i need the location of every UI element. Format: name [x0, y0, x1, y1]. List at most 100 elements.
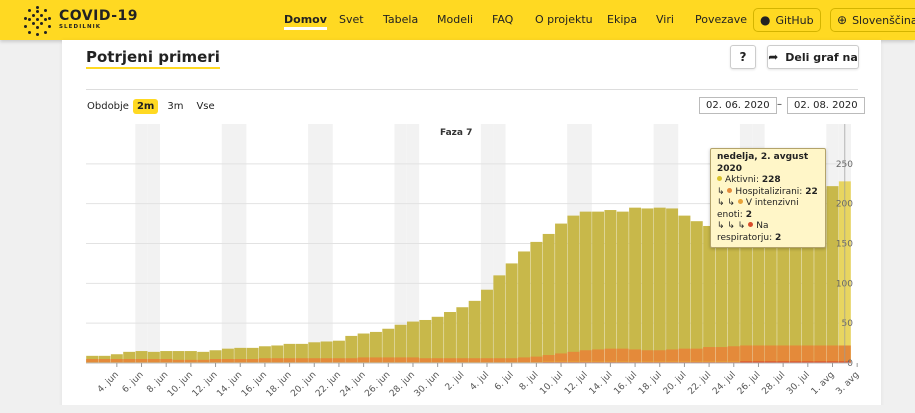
nav-item-o-projektu[interactable]: O projektu	[535, 13, 593, 26]
tooltip-row-respirator: ↳ ↳ ↳ Na respiratorju: 2	[717, 221, 782, 243]
bar-active	[629, 207, 642, 363]
bar-hospitalized	[295, 358, 308, 363]
tooltip-row-hospitalized: ↳ Hospitalizirani: 22	[717, 186, 818, 197]
bar-active	[382, 328, 395, 363]
date-from-input[interactable]: 02. 06. 2020	[699, 97, 777, 114]
bar-hospitalized	[382, 357, 395, 363]
period-option-2m[interactable]: 2m	[132, 99, 159, 114]
bar-respirator	[801, 361, 814, 363]
bar-active	[641, 208, 654, 363]
bar-active	[752, 213, 765, 363]
bar-hospitalized	[740, 345, 753, 363]
card-title: Potrjeni primeri	[86, 48, 220, 69]
share-button[interactable]: ➦ Deli graf na	[767, 45, 859, 69]
bar-hospitalized	[258, 358, 271, 363]
nav-item-povezave[interactable]: Povezave	[695, 13, 748, 26]
card-divider	[86, 89, 858, 90]
github-button[interactable]: ● GitHub	[753, 8, 821, 32]
series-dot-icon	[748, 222, 754, 227]
bar-respirator	[764, 361, 777, 363]
bar-active	[234, 347, 247, 363]
x-tick-label: 24. jul	[711, 370, 738, 397]
period-selector: Obdobje 2m 3m Vse	[87, 99, 224, 114]
bar-hospitalized	[814, 345, 827, 363]
nav-item-faq[interactable]: FAQ	[492, 13, 514, 26]
bar-hospitalized	[357, 357, 370, 363]
share-label: Deli graf na	[785, 50, 858, 64]
bar-hospitalized	[666, 349, 679, 363]
series-dot-icon	[737, 199, 743, 204]
bar-active	[727, 224, 740, 363]
bar-active	[530, 241, 543, 363]
github-icon: ●	[760, 13, 771, 27]
bar-hospitalized	[481, 358, 493, 363]
bar-active	[308, 342, 321, 363]
x-tick-label: 12. jun	[191, 370, 220, 399]
nav-item-domov[interactable]: Domov	[284, 13, 327, 30]
bar-active	[394, 324, 407, 363]
series-dot-icon	[727, 187, 733, 193]
nav-item-viri[interactable]: Viri	[656, 13, 674, 26]
bar-hospitalized	[579, 350, 592, 363]
bar-active	[431, 316, 444, 363]
bar-active	[690, 221, 703, 363]
bar-hospitalized	[801, 345, 814, 363]
bar-active	[160, 351, 173, 363]
bar-hospitalized	[369, 357, 382, 363]
bar-hospitalized	[530, 356, 543, 363]
x-tick-label: 20. jul	[662, 370, 689, 397]
language-select[interactable]: ⊕ Slovenščina	[830, 8, 915, 32]
bar-active	[666, 208, 679, 363]
date-to-input[interactable]: 02. 08. 2020	[787, 97, 865, 114]
bar-hospitalized	[752, 345, 765, 363]
period-option-3m[interactable]: 3m	[167, 101, 184, 112]
bar-active	[801, 195, 814, 363]
page-bottom	[0, 405, 915, 413]
nav-item-ekipa[interactable]: Ekipa	[607, 13, 638, 26]
bar-hospitalized	[555, 353, 568, 363]
logo[interactable]: COVID-19 SLEDILNIK	[24, 6, 139, 36]
x-tick-label: 4. jun	[96, 370, 121, 395]
bar-hospitalized	[221, 359, 234, 363]
bar-active	[456, 307, 469, 363]
bar-active	[653, 207, 666, 363]
bar-hospitalized	[86, 359, 99, 363]
bar-hospitalized	[184, 359, 197, 363]
bar-active	[703, 225, 716, 363]
logo-title: COVID-19	[59, 8, 139, 24]
bar-active	[258, 346, 271, 363]
x-tick-label: 16. jul	[612, 370, 639, 397]
bar-hospitalized	[764, 345, 777, 363]
bar-hospitalized	[468, 358, 481, 363]
help-button[interactable]: ?	[730, 45, 756, 69]
bar-hospitalized	[592, 349, 605, 363]
bar-active	[221, 348, 234, 363]
x-tick-label: 4. jul	[468, 370, 491, 393]
bar-active	[123, 351, 136, 363]
language-label: Slovenščina	[852, 13, 915, 27]
nav-item-svet[interactable]: Svet	[339, 13, 364, 26]
bar-hospitalized	[653, 350, 666, 363]
bar-respirator	[752, 361, 765, 363]
bar-hospitalized	[703, 347, 716, 363]
nav-item-modeli[interactable]: Modeli	[437, 13, 474, 26]
bar-active	[283, 343, 296, 363]
bar-hospitalized	[332, 358, 345, 363]
x-tick-label: 10. jun	[166, 370, 195, 399]
x-tick-label: 30. jun	[413, 370, 442, 399]
bar-hospitalized	[629, 349, 642, 363]
bar-hospitalized	[407, 357, 419, 363]
period-option-vse[interactable]: Vse	[196, 101, 215, 112]
bar-active	[505, 263, 518, 363]
nav-item-tabela[interactable]: Tabela	[383, 13, 419, 26]
bar-active	[172, 351, 185, 363]
x-tick-label: 6. jun	[121, 370, 146, 395]
x-tick-label: 26. jul	[736, 370, 763, 397]
bar-hospitalized	[394, 357, 407, 363]
bar-hospitalized	[110, 359, 123, 363]
x-tick-label: 14. jun	[215, 370, 244, 399]
bar-active	[616, 211, 629, 363]
bar-active	[764, 205, 777, 363]
chart-tooltip: nedelja, 2. avgust 2020 Aktivni: 228 ↳ H…	[710, 148, 826, 248]
bar-hospitalized	[542, 355, 555, 363]
